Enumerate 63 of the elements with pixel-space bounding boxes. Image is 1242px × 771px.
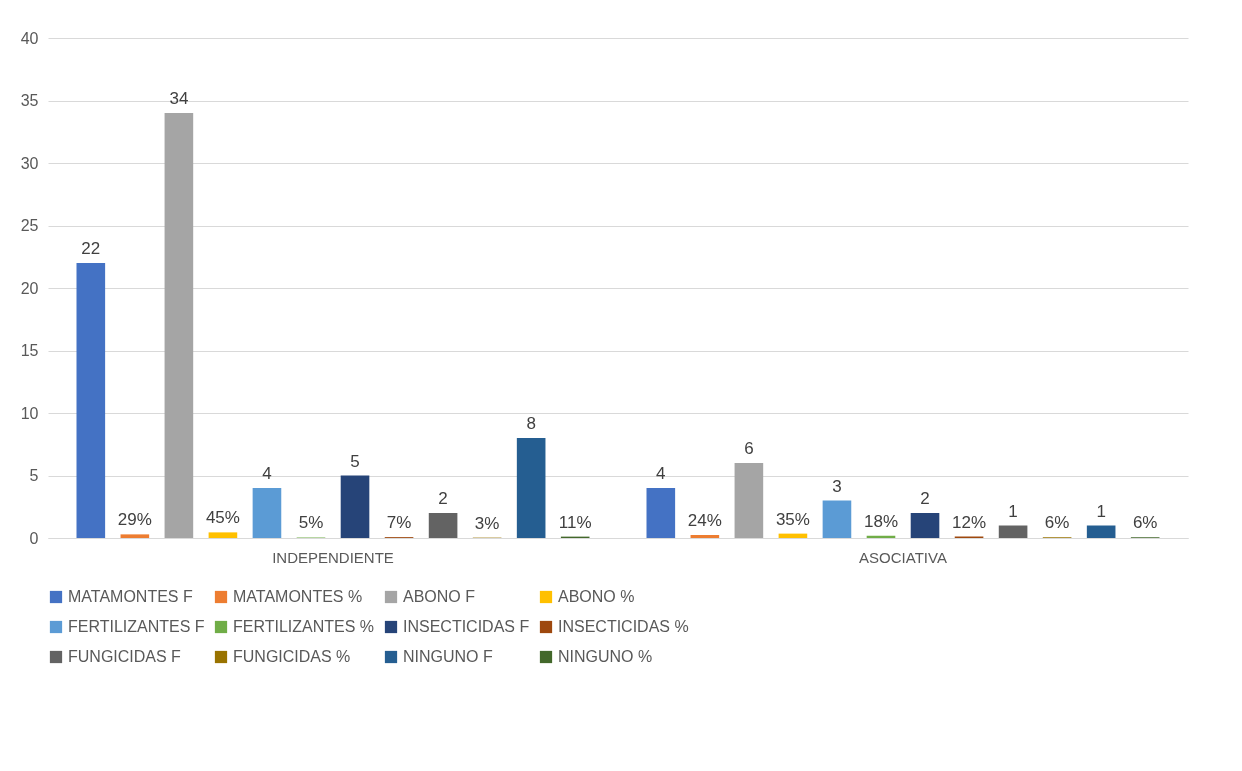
bar xyxy=(252,488,282,538)
y-tick-label: 25 xyxy=(20,217,39,234)
bar xyxy=(164,113,194,538)
data-label: 24% xyxy=(687,511,722,530)
data-label: 2 xyxy=(438,489,448,508)
x-tick-label: ASOCIATIVA xyxy=(859,548,947,566)
data-label: 1 xyxy=(1096,501,1106,521)
bar xyxy=(1086,525,1116,538)
data-label: 6% xyxy=(1132,513,1158,533)
bar xyxy=(646,488,676,538)
legend-label: NINGUNO F xyxy=(403,648,493,665)
bar xyxy=(76,263,106,538)
data-label: 4 xyxy=(656,464,666,483)
y-tick-label: 0 xyxy=(29,529,39,547)
y-tick-label: 40 xyxy=(20,29,39,47)
legend-label: ABONO % xyxy=(558,588,635,605)
bar xyxy=(516,438,546,538)
bar xyxy=(208,532,238,538)
bar xyxy=(120,534,150,538)
data-label: 2 xyxy=(920,489,930,508)
data-label: 6% xyxy=(1044,513,1070,533)
legend-label: FERTILIZANTES F xyxy=(68,618,205,635)
legend-label: INSECTICIDAS % xyxy=(558,618,689,635)
bar xyxy=(910,513,940,538)
bar xyxy=(822,500,852,538)
legend-label: MATAMONTES % xyxy=(233,588,363,605)
data-label: 3% xyxy=(474,513,500,533)
y-tick-label: 5 xyxy=(29,467,39,484)
y-tick-label: 35 xyxy=(20,92,39,109)
legend-label: NINGUNO % xyxy=(558,648,653,665)
data-label: 11% xyxy=(558,512,592,532)
legend-label: FUNGICIDAS F xyxy=(68,648,182,665)
bar xyxy=(690,535,720,538)
bar xyxy=(340,475,370,538)
legend-label: MATAMONTES F xyxy=(68,588,193,605)
data-label: 18% xyxy=(863,511,898,531)
y-tick-label: 10 xyxy=(20,404,39,422)
bar xyxy=(778,533,808,538)
data-label: 22 xyxy=(81,239,101,258)
bar xyxy=(428,513,458,538)
data-label: 35% xyxy=(775,509,810,529)
y-tick-label: 15 xyxy=(20,342,39,359)
data-label: 5% xyxy=(298,513,324,533)
bar xyxy=(998,525,1028,538)
data-label: 7% xyxy=(386,513,412,533)
data-label: 8 xyxy=(526,414,536,433)
data-label: 29% xyxy=(117,510,152,530)
data-label: 6 xyxy=(744,439,754,458)
y-tick-label: 30 xyxy=(20,154,39,172)
data-label: 3 xyxy=(832,476,842,496)
data-label: 4 xyxy=(262,464,272,483)
y-tick-label: 20 xyxy=(20,279,39,297)
data-label: 34 xyxy=(169,89,189,108)
legend-label: ABONO F xyxy=(403,588,476,605)
legend-label: FERTILIZANTES % xyxy=(233,618,375,635)
data-label: 1 xyxy=(1008,501,1018,521)
legend-label: INSECTICIDAS F xyxy=(403,618,530,635)
data-label: 5 xyxy=(350,451,360,471)
bar xyxy=(734,463,764,538)
legend-label: FUNGICIDAS % xyxy=(233,648,351,665)
x-tick-label: INDEPENDIENTE xyxy=(272,548,394,566)
data-label: 12% xyxy=(952,512,987,532)
data-label: 45% xyxy=(205,508,240,528)
